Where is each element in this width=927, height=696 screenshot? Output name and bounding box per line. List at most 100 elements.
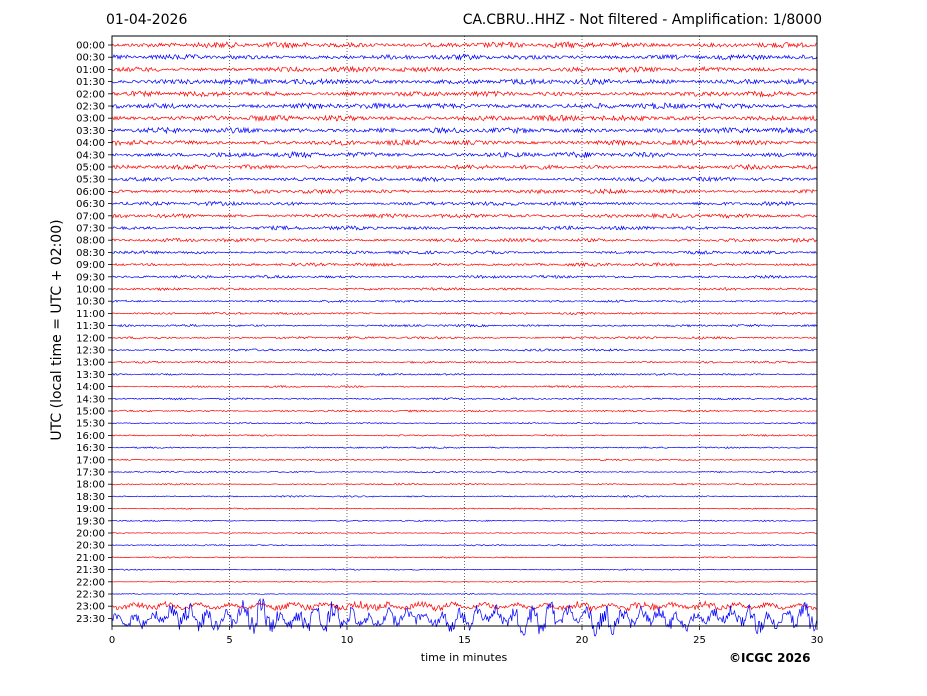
y-tick-label: 01:30 xyxy=(76,77,105,88)
x-tick-label: 0 xyxy=(109,635,115,646)
y-tick-label: 04:00 xyxy=(76,138,105,149)
trace-row-1930 xyxy=(111,519,818,522)
y-tick-label: 03:30 xyxy=(76,126,105,137)
y-tick-label: 22:30 xyxy=(76,590,105,601)
y-tick-label: 14:30 xyxy=(76,394,105,405)
trace-row-0500 xyxy=(111,163,818,171)
trace-row-0000 xyxy=(111,41,818,49)
y-tick-label: 03:00 xyxy=(76,114,105,125)
trace-row-0800 xyxy=(111,237,818,244)
y-tick-label: 02:30 xyxy=(76,102,105,113)
trace-row-0700 xyxy=(111,212,818,220)
trace-row-0130 xyxy=(111,77,818,86)
y-tick-label: 06:00 xyxy=(76,187,105,198)
y-tick-label: 13:00 xyxy=(76,358,105,369)
trace-row-2200 xyxy=(112,580,817,583)
y-tick-label: 11:00 xyxy=(76,309,105,320)
y-tick-label: 00:00 xyxy=(76,41,105,52)
y-tick-label: 21:30 xyxy=(76,565,105,576)
trace-row-1200 xyxy=(112,335,818,340)
trace-row-0030 xyxy=(111,53,818,61)
trace-row-0230 xyxy=(111,102,818,110)
chart-title: CA.CBRU..HHZ - Not filtered - Amplificat… xyxy=(462,12,822,28)
y-tick-label: 04:30 xyxy=(76,150,105,161)
x-axis-label: time in minutes xyxy=(420,651,508,664)
y-tick-label: 12:00 xyxy=(76,333,105,344)
x-tick-label: 5 xyxy=(226,635,232,646)
trace-row-1000 xyxy=(111,287,818,292)
y-tick-label: 17:30 xyxy=(76,468,105,479)
trace-row-0200 xyxy=(111,89,818,98)
y-tick-label: 08:00 xyxy=(76,236,105,247)
y-tick-label: 15:30 xyxy=(76,419,105,430)
trace-row-1730 xyxy=(111,470,817,474)
trace-row-0300 xyxy=(111,114,818,123)
trace-row-2300 xyxy=(111,600,818,612)
y-tick-label: 00:30 xyxy=(76,53,105,64)
y-tick-label: 18:30 xyxy=(76,492,105,503)
y-tick-label: 09:00 xyxy=(76,260,105,271)
trace-row-0530 xyxy=(111,175,818,183)
trace-row-1830 xyxy=(111,495,818,498)
y-tick-label: 10:30 xyxy=(76,297,105,308)
y-tick-label: 10:00 xyxy=(76,285,105,296)
y-tick-label: 15:00 xyxy=(76,407,105,418)
trace-row-0930 xyxy=(112,274,818,279)
y-tick-label: 07:00 xyxy=(76,211,105,222)
trace-row-1430 xyxy=(111,397,818,401)
trace-row-1900 xyxy=(111,507,817,510)
trace-row-1030 xyxy=(111,299,818,304)
trace-row-0730 xyxy=(112,224,818,231)
trace-layer xyxy=(111,41,818,637)
trace-row-1330 xyxy=(111,372,818,377)
y-tick-label: 02:00 xyxy=(76,89,105,100)
trace-row-1700 xyxy=(111,458,818,462)
y-tick-label: 13:30 xyxy=(76,370,105,381)
y-tick-label: 07:30 xyxy=(76,224,105,235)
y-tick-label: 22:00 xyxy=(76,577,105,588)
y-tick-label: 20:30 xyxy=(76,541,105,552)
trace-row-2030 xyxy=(111,544,818,547)
trace-row-1800 xyxy=(111,482,818,486)
trace-row-1400 xyxy=(111,385,818,389)
trace-row-2130 xyxy=(111,568,818,571)
trace-row-1100 xyxy=(111,311,818,316)
y-tick-label: 23:30 xyxy=(76,614,105,625)
y-tick-label: 19:00 xyxy=(76,504,105,515)
y-tick-label: 12:30 xyxy=(76,346,105,357)
y-tick-label: 17:00 xyxy=(76,455,105,466)
trace-row-1630 xyxy=(111,446,818,449)
trace-row-1130 xyxy=(111,323,818,328)
y-tick-label: 14:00 xyxy=(76,382,105,393)
y-tick-label: 21:00 xyxy=(76,553,105,564)
trace-row-0900 xyxy=(111,262,818,268)
trace-row-0630 xyxy=(112,200,818,207)
x-tick-label: 30 xyxy=(811,635,824,646)
trace-row-1500 xyxy=(111,409,818,413)
trace-row-1300 xyxy=(111,360,818,364)
trace-row-2230 xyxy=(111,593,818,595)
y-tick-label: 05:00 xyxy=(76,163,105,174)
x-tick-label: 15 xyxy=(458,635,471,646)
y-tick-label: 11:30 xyxy=(76,321,105,332)
trace-row-0400 xyxy=(111,138,818,147)
y-tick-label: 18:00 xyxy=(76,480,105,491)
y-tick-label: 09:30 xyxy=(76,272,105,283)
trace-row-2100 xyxy=(112,556,817,559)
y-axis-label: UTC (local time = UTC + 02:00) xyxy=(49,219,65,441)
y-tick-label: 19:30 xyxy=(76,516,105,527)
x-tick-label: 20 xyxy=(576,635,589,646)
y-tick-label: 01:00 xyxy=(76,65,105,76)
y-tick-label: 06:30 xyxy=(76,199,105,210)
grid-layer xyxy=(229,36,700,626)
trace-row-0600 xyxy=(111,188,818,195)
y-tick-label: 23:00 xyxy=(76,602,105,613)
x-tick-label: 25 xyxy=(693,635,706,646)
date-label: 01-04-2026 xyxy=(106,12,188,28)
y-tick-label: 20:00 xyxy=(76,529,105,540)
y-tick-label: 08:30 xyxy=(76,248,105,259)
trace-row-0100 xyxy=(111,65,818,74)
trace-row-0830 xyxy=(111,249,818,255)
trace-row-2000 xyxy=(111,531,818,535)
